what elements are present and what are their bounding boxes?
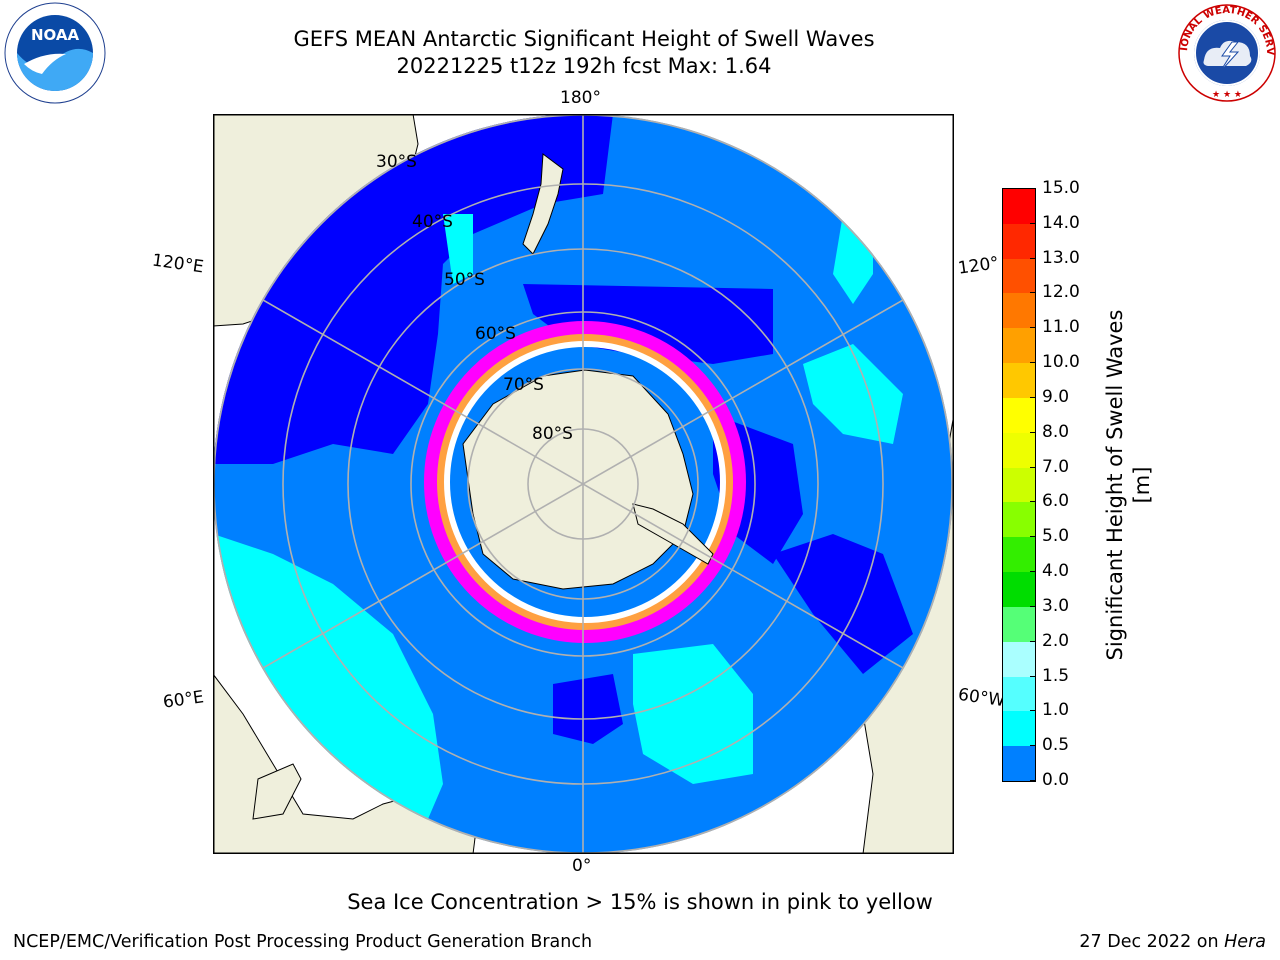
swell-southeast-pacific <box>803 344 903 444</box>
antarctic-peninsula <box>632 503 714 565</box>
colorbar-tick-label: 1.5 <box>1029 666 1069 686</box>
lat-label-30s: 30°S <box>376 152 417 172</box>
swell-tasman <box>443 214 473 284</box>
lat-label-60s: 60°S <box>475 324 516 344</box>
svg-text:★ ★ ★: ★ ★ ★ <box>1212 90 1242 100</box>
colorbar <box>1002 188 1036 782</box>
polar-map <box>213 114 954 854</box>
colorbar-segment <box>1003 676 1035 712</box>
sea-ice-white <box>444 341 726 623</box>
colorbar-tick-label: 11.0 <box>1030 317 1080 337</box>
colorbar-tick-label: 4.0 <box>1029 561 1069 581</box>
colorbar-tick-label: 9.0 <box>1029 387 1069 407</box>
sea-ice-orange <box>437 334 733 630</box>
date-text: 27 Dec 2022 on <box>1079 932 1219 952</box>
lat-label-40s: 40°S <box>412 212 453 232</box>
lon-label-120e: 120°E <box>150 250 205 278</box>
date-stamp: 27 Dec 2022 on Hera <box>1079 932 1266 952</box>
map-frame <box>213 114 954 854</box>
low-swell-south <box>553 674 623 744</box>
lon-label-60w: 60°W <box>956 684 1007 712</box>
colorbar-tick-label: 1.0 <box>1029 700 1069 720</box>
noaa-logo: NOAA <box>4 2 106 104</box>
colorbar-tick-label: 0.5 <box>1029 735 1069 755</box>
svg-text:NOAA: NOAA <box>31 26 80 44</box>
colorbar-segment <box>1003 189 1035 225</box>
colorbar-tick-label: 7.0 <box>1029 457 1069 477</box>
lat-label-50s: 50°S <box>444 270 485 290</box>
low-swell-drake <box>773 534 913 674</box>
colorbar-segment <box>1003 328 1035 364</box>
colorbar-segment <box>1003 363 1035 399</box>
colorbar-segment <box>1003 746 1035 782</box>
colorbar-segment <box>1003 572 1035 608</box>
title-line-1: GEFS MEAN Antarctic Significant Height o… <box>293 27 875 51</box>
lat-label-80s: 80°S <box>532 424 573 444</box>
graticule <box>213 114 953 854</box>
sea-ice-note: Sea Ice Concentration > 15% is shown in … <box>347 890 933 914</box>
colorbar-segment <box>1003 711 1035 747</box>
colorbar-segment <box>1003 293 1035 329</box>
colorbar-tick-label: 13.0 <box>1030 248 1080 268</box>
colorbar-segment <box>1003 537 1035 573</box>
lon-label-60e: 60°E <box>161 687 206 713</box>
colorbar-segment <box>1003 397 1035 434</box>
lon-label-180: 180° <box>560 88 601 108</box>
chart-title: GEFS MEAN Antarctic Significant Height o… <box>0 26 1168 80</box>
sea-ice-pink <box>424 321 746 643</box>
colorbar-segment <box>1003 606 1035 643</box>
colorbar-tick-label: 8.0 <box>1029 422 1069 442</box>
nws-logo: NATIONAL WEATHER SERVICE ★ ★ ★ <box>1176 2 1276 102</box>
lon-label-0: 0° <box>572 856 592 876</box>
colorbar-segment <box>1003 223 1035 260</box>
colorbar-tick-label: 2.0 <box>1029 631 1069 651</box>
credit-text: NCEP/EMC/Verification Post Processing Pr… <box>13 932 593 952</box>
colorbar-tick-label: 10.0 <box>1030 352 1080 372</box>
title-line-2: 20221225 t12z 192h fcst Max: 1.64 <box>396 54 772 78</box>
colorbar-segment <box>1003 432 1035 469</box>
colorbar-segment <box>1003 502 1035 538</box>
madagascar-land <box>252 763 302 820</box>
colorbar-tick-label: 14.0 <box>1030 213 1080 233</box>
colorbar-tick-label: 15.0 <box>1030 178 1080 198</box>
colorbar-tick-label: 5.0 <box>1029 526 1069 546</box>
host-name: Hera <box>1224 932 1266 952</box>
colorbar-segment <box>1003 467 1035 503</box>
lat-label-70s: 70°S <box>503 375 544 395</box>
colorbar-tick-label: 0.0 <box>1029 770 1069 790</box>
colorbar-segment <box>1003 641 1035 678</box>
colorbar-tick-label: 3.0 <box>1029 596 1069 616</box>
lon-label-120w: 120° <box>956 253 1001 279</box>
colorbar-tick-label: 12.0 <box>1030 282 1080 302</box>
colorbar-segment <box>1003 258 1035 294</box>
colorbar-label: Significant Height of Swell Waves [m] <box>1103 309 1154 661</box>
colorbar-tick-label: 6.0 <box>1029 491 1069 511</box>
